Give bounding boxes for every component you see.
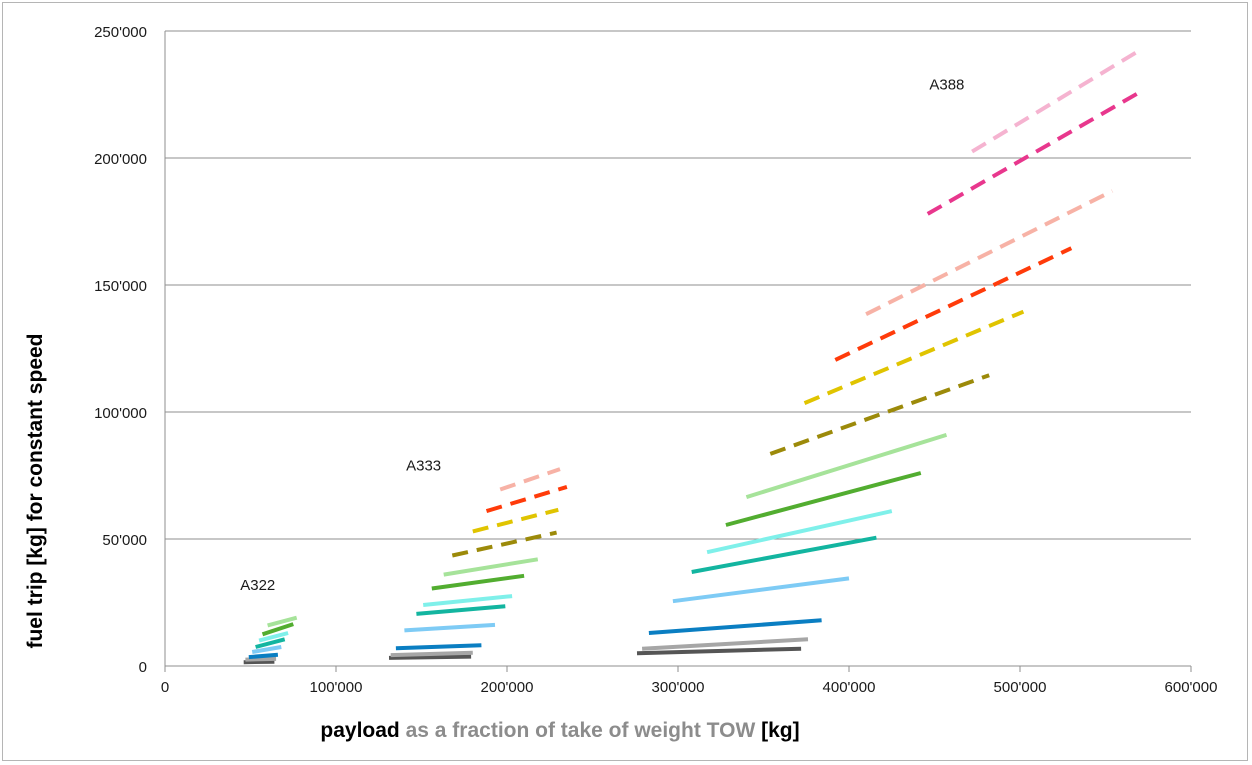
- series-line-15: [443, 557, 539, 577]
- series-lines: [243, 49, 1140, 665]
- tick-labels: 0 100'000 200'000 300'000 400'000 500'000 600'…: [94, 24, 1217, 696]
- series-line-4: [255, 637, 286, 649]
- axes: [164, 31, 1192, 672]
- x-axis-title-part-0: payload: [320, 719, 399, 742]
- y-tick-label-1: 50'000: [102, 532, 147, 549]
- series-line-11: [404, 622, 496, 633]
- y-tick-label-3: 150'000: [94, 278, 147, 295]
- x-axis-title: payload as a fraction of take of weight …: [320, 719, 799, 742]
- y-axis-title: fuel trip [kg] for constant speed: [24, 333, 47, 648]
- series-line-30: [834, 246, 1073, 362]
- series-line-31: [865, 189, 1114, 316]
- x-tick-label-2: 200'000: [481, 679, 534, 696]
- series-line-28: [769, 373, 990, 456]
- series-line-26: [725, 471, 922, 527]
- series-line-19: [499, 467, 561, 492]
- series-line-14: [431, 573, 525, 591]
- annotation-a322: A322: [240, 577, 275, 594]
- series-line-5: [258, 631, 289, 643]
- series-line-32: [926, 91, 1139, 216]
- series-line-33: [971, 49, 1140, 154]
- series-line-6: [261, 622, 294, 637]
- y-tick-label-4: 200'000: [94, 151, 147, 168]
- series-line-17: [472, 507, 559, 534]
- series-line-1: [245, 656, 277, 662]
- series-line-7: [267, 615, 298, 628]
- x-axis-title-part-2: [kg]: [761, 719, 800, 742]
- series-line-9: [390, 650, 473, 658]
- series-line-13: [423, 594, 513, 607]
- series-line-23: [672, 576, 850, 604]
- series-line-12: [416, 604, 506, 616]
- series-line-10: [395, 643, 482, 651]
- annotation-a333: A333: [406, 457, 441, 474]
- series-line-20: [636, 646, 802, 656]
- series-line-3: [251, 645, 282, 654]
- series-line-27: [745, 432, 948, 500]
- series-line-18: [485, 484, 568, 514]
- grid: [165, 30, 1191, 540]
- series-line-22: [648, 618, 822, 635]
- x-tick-label-4: 400'000: [823, 679, 876, 696]
- series-line-29: [803, 309, 1025, 405]
- series-line-8: [388, 654, 472, 660]
- x-tick-label-5: 500'000: [994, 679, 1047, 696]
- x-tick-label-1: 100'000: [310, 679, 363, 696]
- y-tick-label-2: 100'000: [94, 405, 147, 422]
- series-line-16: [451, 530, 558, 558]
- series-line-24: [691, 535, 877, 574]
- x-tick-label-6: 600'000: [1165, 679, 1218, 696]
- y-tick-label-0: 0: [139, 659, 147, 676]
- y-tick-label-5: 250'000: [94, 24, 147, 41]
- annotation-a388: A388: [929, 76, 964, 93]
- series-line-25: [706, 509, 893, 555]
- x-tick-label-0: 0: [161, 679, 169, 696]
- x-tick-label-3: 300'000: [652, 679, 705, 696]
- series-line-2: [248, 652, 279, 660]
- annotations: A322 A333 A388: [240, 76, 964, 593]
- series-line-0: [243, 659, 275, 665]
- series-line-21: [641, 637, 809, 651]
- x-axis-title-part-1: as a fraction of take of weight TOW: [400, 719, 761, 742]
